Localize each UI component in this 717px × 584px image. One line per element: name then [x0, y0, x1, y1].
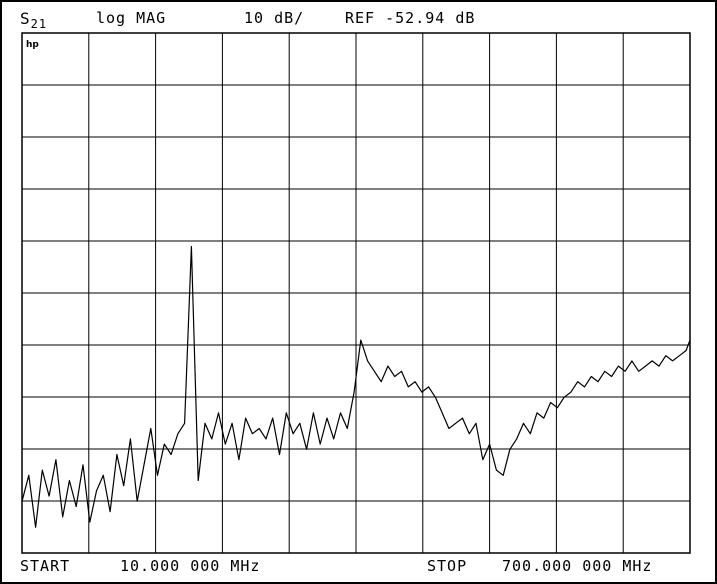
stop-frequency: 700.000 000 MHz — [502, 557, 653, 575]
measurement-trace — [21, 245, 691, 528]
format-label: log MAG — [96, 9, 167, 27]
start-frequency: 10.000 000 MHz — [120, 557, 261, 575]
scale-label: 10 dB/ — [244, 9, 305, 27]
hp-logo: hp — [26, 40, 39, 50]
stop-label: STOP — [427, 557, 468, 575]
reference-label: REF -52.94 dB — [345, 9, 476, 27]
s-parameter-label: S21 — [20, 9, 48, 32]
start-label: START — [20, 557, 71, 575]
